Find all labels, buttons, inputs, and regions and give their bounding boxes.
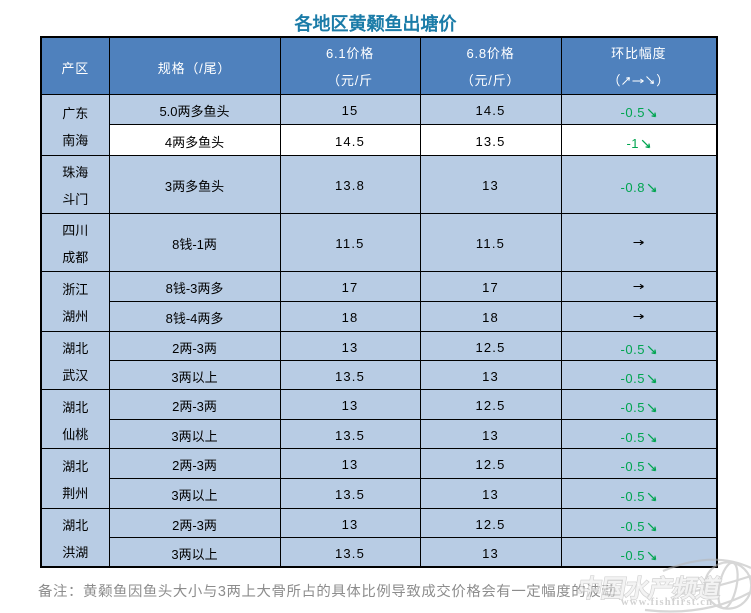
svg-text:中国水产频道: 中国水产频道: [575, 574, 723, 603]
svg-text:www.fishfirst.cn: www.fishfirst.cn: [621, 597, 712, 608]
